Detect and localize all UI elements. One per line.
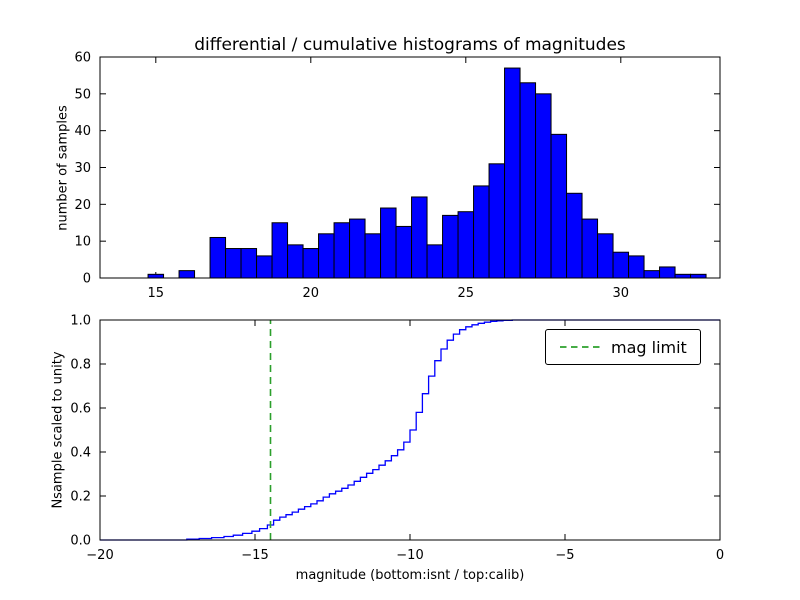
histogram-bar (209, 236, 227, 279)
y-tick-label: 40 (74, 124, 91, 139)
histogram-bar (271, 222, 289, 279)
y-axis-label-bottom: Nsample scaled to unity (50, 351, 66, 509)
x-tick-label: −10 (396, 548, 423, 563)
histogram-bar (411, 196, 428, 279)
y-tick-label: 0.6 (70, 402, 91, 417)
histogram-bar (178, 270, 196, 279)
histogram-bar (612, 251, 630, 279)
x-tick-label: −5 (555, 548, 574, 563)
x-tick-label: 25 (458, 286, 475, 301)
legend-dashed-line-icon (560, 346, 600, 348)
legend: mag limit (545, 329, 701, 365)
histogram-bar (473, 185, 490, 279)
histogram-bar (643, 270, 661, 279)
histogram-bar (628, 255, 645, 279)
y-tick-label: 20 (74, 198, 91, 213)
histogram-bar (333, 222, 351, 279)
x-tick-label: 15 (148, 286, 165, 301)
histogram-bar (659, 266, 676, 279)
x-tick-label: −20 (86, 548, 113, 563)
y-tick-label: 0.4 (70, 446, 91, 461)
histogram-bar (488, 163, 506, 279)
histogram-bar (256, 255, 273, 279)
histogram-bar (535, 93, 552, 279)
y-tick-label: 50 (74, 87, 91, 102)
histogram-bar (519, 82, 537, 279)
x-tick-label: 30 (613, 286, 630, 301)
histogram-bar (566, 192, 583, 279)
histogram-bar (318, 233, 335, 279)
histogram-bar (690, 273, 707, 279)
histogram-bar (395, 225, 413, 279)
histogram-bar (380, 207, 397, 279)
histogram-bar (287, 244, 304, 279)
y-tick-label: 0 (83, 272, 91, 287)
y-tick-label: 10 (74, 235, 91, 250)
x-tick-label: 20 (303, 286, 320, 301)
legend-label: mag limit (611, 337, 687, 357)
histogram-bar (597, 233, 614, 279)
histogram-bar (674, 273, 692, 279)
histogram-bar (240, 248, 258, 279)
axes-frame-bottom (99, 319, 721, 541)
y-tick-label: 0.2 (70, 490, 91, 505)
cumulative-curve (100, 319, 720, 541)
axes-frame-top (99, 56, 721, 279)
x-tick-label: −15 (241, 548, 268, 563)
x-tick-label: 0 (716, 548, 724, 563)
histogram-bar (364, 233, 382, 279)
histogram-bar (504, 67, 521, 279)
histogram-bar (349, 218, 366, 279)
x-axis-label: magnitude (bottom:isnt / top:calib) (295, 568, 525, 583)
chart-title: differential / cumulative histograms of … (194, 35, 626, 55)
y-tick-label: 1.0 (70, 314, 91, 329)
histogram-bar (426, 244, 444, 279)
histogram-bar (550, 133, 568, 279)
y-tick-label: 0.0 (70, 534, 91, 549)
histogram-bar (302, 248, 320, 279)
y-axis-label-top: number of samples (55, 105, 71, 231)
y-tick-label: 0.8 (70, 358, 91, 373)
y-tick-label: 60 (74, 51, 91, 66)
histogram-bar (225, 248, 242, 279)
histogram-bar (147, 273, 165, 279)
histogram-bar (442, 214, 459, 279)
histogram-bar (457, 211, 475, 279)
histogram-bar (581, 218, 599, 279)
y-tick-label: 30 (74, 161, 91, 176)
